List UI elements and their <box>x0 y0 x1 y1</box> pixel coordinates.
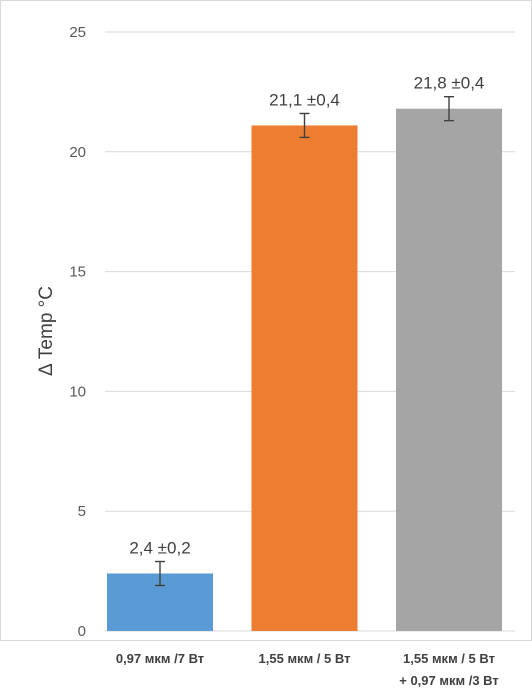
category-labels: 0,97 мкм /7 Вт 1,55 мкм / 5 Вт 1,55 мкм / … <box>116 651 499 688</box>
error-bar <box>444 95 454 122</box>
data-labels: 2,4 ±0,2 21,1 ±0,4 21,8 ±0,4 <box>129 74 484 558</box>
bar <box>396 108 502 631</box>
y-axis-ticks: 0 5 10 15 20 25 <box>69 24 86 640</box>
category-label: 0,97 мкм /7 Вт <box>116 651 204 666</box>
y-tick-label: 25 <box>69 24 86 41</box>
error-bar <box>299 112 310 139</box>
category-label: 1,55 мкм / 5 Вт <box>403 651 495 666</box>
bars <box>107 108 502 631</box>
error-bars <box>155 95 454 587</box>
y-tick-label: 20 <box>69 144 86 161</box>
category-label: + 0,97 мкм /3 Вт <box>399 673 499 688</box>
data-label: 21,8 ±0,4 <box>414 74 485 93</box>
y-tick-label: 0 <box>78 623 86 640</box>
y-axis-label: Δ Temp °C <box>36 286 57 376</box>
data-label: 2,4 ±0,2 <box>129 539 190 558</box>
bar <box>251 125 358 631</box>
y-tick-label: 15 <box>69 264 86 281</box>
y-tick-label: 10 <box>69 383 86 400</box>
y-tick-label: 5 <box>78 503 86 520</box>
data-label: 21,1 ±0,4 <box>269 90 340 109</box>
error-bar <box>155 560 165 587</box>
category-label: 1,55 мкм / 5 Вт <box>259 651 351 666</box>
